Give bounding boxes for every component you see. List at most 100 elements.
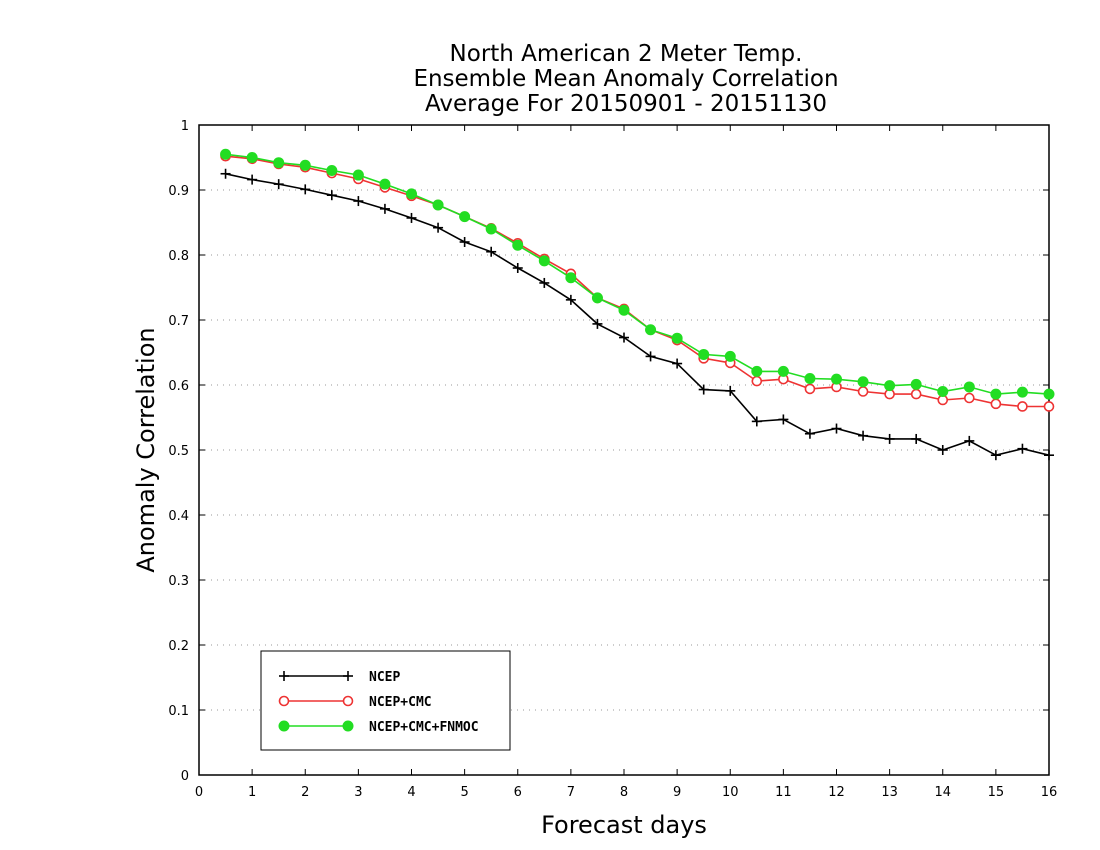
data-point [671,332,683,344]
data-point [672,358,683,369]
data-point [512,239,524,251]
series-line [225,173,1050,457]
series-line [225,155,1049,408]
legend-label: NCEP+CMC+FNMOC [369,720,479,735]
y-tick-label: 1 [181,119,189,134]
data-point [379,178,391,190]
x-tick-label: 6 [514,785,522,800]
data-point [1016,386,1028,398]
data-point [1017,443,1028,454]
x-tick-label: 14 [934,785,951,800]
data-point [379,203,390,214]
chart-title: North American 2 Meter Temp. Ensemble Me… [413,41,838,117]
x-tick-label: 5 [460,785,468,800]
data-point [964,392,975,404]
data-point [273,179,284,190]
y-tick-label: 0.2 [168,639,189,654]
data-point [1017,401,1028,412]
series-ncep [220,168,1054,461]
data-point [804,383,816,395]
y-tick-label: 0.3 [168,574,189,589]
data-point [645,324,657,336]
data-point [299,159,311,171]
x-tick-label: 2 [301,785,309,800]
x-tick-label: 0 [195,785,203,800]
data-point [619,332,629,343]
legend-item: NCEP [279,670,400,685]
data-point [433,222,444,233]
x-tick-label: 3 [354,785,362,800]
x-tick-label: 11 [775,785,792,800]
y-tick-label: 0.7 [168,314,189,329]
data-point [459,237,470,247]
data-point [857,376,869,388]
y-tick-label: 0.8 [168,249,189,264]
data-point [220,148,232,160]
data-point [406,212,417,223]
y-tick-label: 0.9 [168,184,189,199]
data-point [751,416,762,427]
data-point [724,350,736,362]
legend-item: NCEP+CMC [278,695,432,710]
legend-marker-start [278,695,290,707]
data-point [990,398,1002,410]
data-point [326,190,337,201]
data-point [698,384,709,395]
data-point [591,292,603,304]
y-tick-label: 0.1 [168,704,189,719]
data-point [963,381,975,393]
data-point [804,373,816,384]
data-point [831,373,842,385]
legend-item: NCEP+CMC+FNMOC [278,720,479,735]
legend-marker-start [279,671,289,681]
x-tick-label: 16 [1041,785,1058,800]
y-axis-label: Anomaly Correlation [132,327,160,572]
x-tick-label: 10 [722,785,739,800]
data-point [777,365,789,377]
data-point [247,174,258,185]
x-tick-label: 9 [673,785,681,800]
data-point [432,199,444,211]
data-point [353,196,364,207]
data-point [592,318,603,329]
axis-ticks: 00.10.20.30.40.50.60.70.80.910 1 2 3 4 5 6 7 8 9 1… [168,119,1057,800]
x-tick-label: 1 [248,785,256,800]
data-point [937,445,948,455]
data-point [486,246,497,257]
data-point [751,375,763,387]
data-point [485,223,497,235]
series-ncep-cmc-fnmoc [220,148,1055,400]
data-point [964,435,975,446]
data-point [565,272,577,284]
data-point [751,365,763,377]
data-point [459,211,471,223]
x-tick-label: 7 [567,785,575,800]
data-point [884,380,896,392]
series-layer [220,148,1055,461]
chart-title-line-3: Average For 20150901 - 20151130 [425,91,827,117]
data-point [858,430,869,441]
data-point [352,169,364,181]
series-ncep-cmc [220,150,1055,412]
grid [199,189,1049,711]
data-point [406,188,417,200]
y-tick-label: 0.6 [168,379,189,394]
legend-marker-end [342,720,354,732]
data-point [804,428,815,439]
chart-title-line-2: Ensemble Mean Anomaly Correlation [413,66,838,92]
data-point [246,152,258,163]
data-point [884,433,895,444]
data-point [857,386,869,397]
x-axis-label: Forecast days [541,811,707,839]
x-tick-label: 13 [881,785,898,800]
legend-marker-start [278,720,290,732]
data-point [1043,388,1055,400]
data-point [645,351,656,362]
data-point [539,277,550,288]
data-point [512,263,523,273]
data-point [911,433,922,444]
data-point [990,388,1002,400]
data-point [273,157,285,169]
y-tick-label: 0.4 [168,509,189,524]
